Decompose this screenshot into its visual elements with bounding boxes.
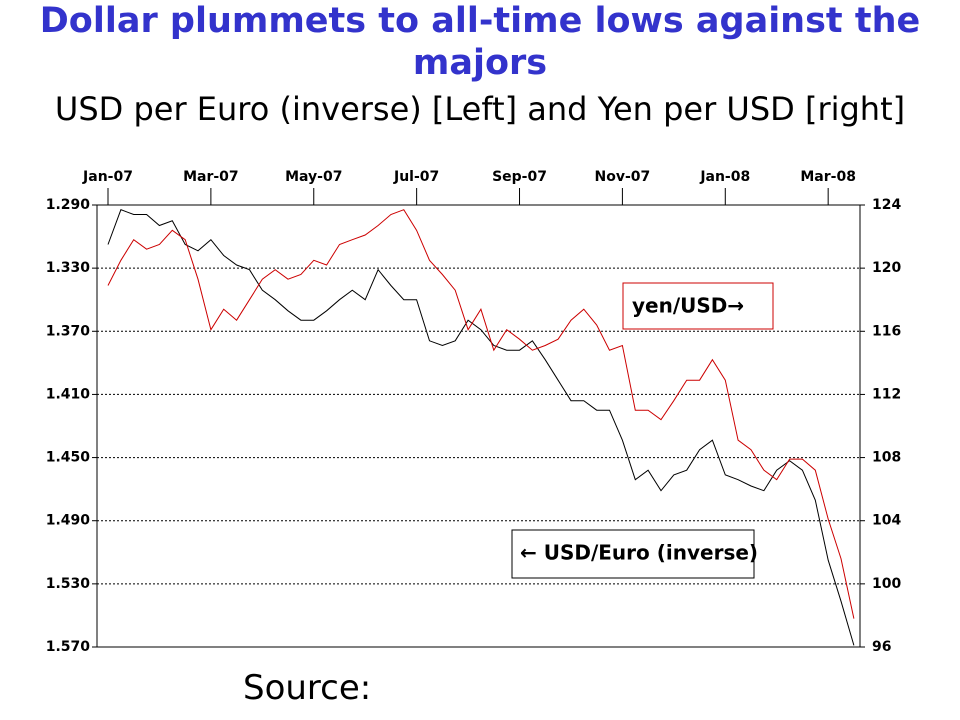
x-tick-label: May-07 <box>285 169 342 185</box>
y-tick-label: 1.290 <box>46 197 91 213</box>
x-tick-label: Nov-07 <box>595 169 651 185</box>
y2-tick-label: 108 <box>872 450 901 466</box>
legend-label: ← USD/Euro (inverse) <box>520 541 758 565</box>
y-tick-label: 1.490 <box>46 513 91 529</box>
x-tick-label: Mar-08 <box>800 169 856 185</box>
series-line <box>107 209 855 619</box>
y-tick-label: 1.530 <box>46 576 91 592</box>
y2-tick-label: 120 <box>872 260 901 276</box>
plot-frame <box>96 204 861 648</box>
y-tick-label: 1.410 <box>46 386 91 402</box>
legend-box <box>622 282 774 330</box>
legend-box <box>511 529 755 579</box>
y-tick-label: 1.570 <box>46 639 91 655</box>
legend-label: yen/USD→ <box>632 294 744 318</box>
chart-title: Dollar plummets to all-time lows against… <box>39 1 921 83</box>
source-note: Source: <box>243 668 372 708</box>
y2-tick-label: 112 <box>872 386 901 402</box>
x-tick-label: Jan-08 <box>699 169 750 185</box>
y2-tick-label: 116 <box>872 323 901 339</box>
series-line <box>107 209 855 646</box>
x-tick-label: Jul-07 <box>393 169 439 185</box>
x-tick-label: Sep-07 <box>492 169 547 185</box>
y-tick-label: 1.330 <box>46 260 91 276</box>
x-tick-label: Mar-07 <box>183 169 239 185</box>
y-tick-label: 1.370 <box>46 323 91 339</box>
y-tick-label: 1.450 <box>46 450 91 466</box>
y2-tick-label: 100 <box>872 576 901 592</box>
y2-tick-label: 104 <box>872 513 901 529</box>
y2-tick-label: 96 <box>872 639 891 655</box>
y2-tick-label: 124 <box>872 197 901 213</box>
chart-subtitle: USD per Euro (inverse) [Left] and Yen pe… <box>54 90 906 128</box>
x-tick-label: Jan-07 <box>82 169 133 185</box>
